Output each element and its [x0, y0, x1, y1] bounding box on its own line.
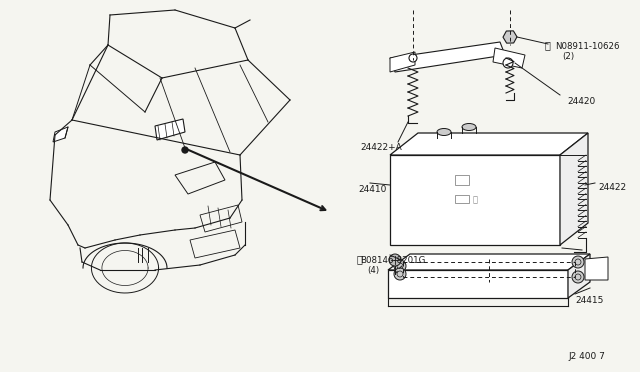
Polygon shape — [568, 254, 590, 298]
Polygon shape — [388, 254, 590, 270]
Text: (4): (4) — [367, 266, 379, 275]
Text: 24420: 24420 — [567, 97, 595, 106]
Text: 24422: 24422 — [598, 183, 626, 192]
Circle shape — [572, 256, 584, 268]
Polygon shape — [390, 133, 588, 155]
Text: 24415: 24415 — [575, 296, 604, 305]
Polygon shape — [53, 127, 68, 142]
Polygon shape — [493, 48, 525, 68]
Polygon shape — [390, 52, 415, 72]
Text: J2 400 7: J2 400 7 — [568, 352, 605, 361]
Text: B08146-8201G: B08146-8201G — [360, 256, 426, 265]
Circle shape — [503, 58, 513, 68]
Bar — [455, 175, 469, 185]
Polygon shape — [560, 133, 588, 245]
Text: 24410: 24410 — [358, 185, 387, 194]
Polygon shape — [390, 42, 505, 72]
Text: 24422+A: 24422+A — [360, 143, 402, 152]
Circle shape — [394, 260, 406, 272]
Text: Ⓑ: Ⓑ — [357, 254, 363, 264]
Ellipse shape — [437, 128, 451, 135]
Polygon shape — [155, 119, 185, 140]
Text: N08911-10626: N08911-10626 — [555, 42, 620, 51]
Text: 🔋: 🔋 — [472, 196, 477, 205]
Text: Ⓝ: Ⓝ — [545, 40, 551, 50]
Polygon shape — [585, 257, 608, 280]
Text: (2): (2) — [562, 52, 574, 61]
Circle shape — [572, 271, 584, 283]
Bar — [455, 195, 469, 203]
Circle shape — [389, 254, 401, 266]
Ellipse shape — [462, 124, 476, 131]
Polygon shape — [390, 155, 560, 245]
Circle shape — [409, 54, 417, 62]
Circle shape — [182, 147, 188, 153]
Polygon shape — [388, 270, 568, 298]
Circle shape — [394, 268, 406, 280]
